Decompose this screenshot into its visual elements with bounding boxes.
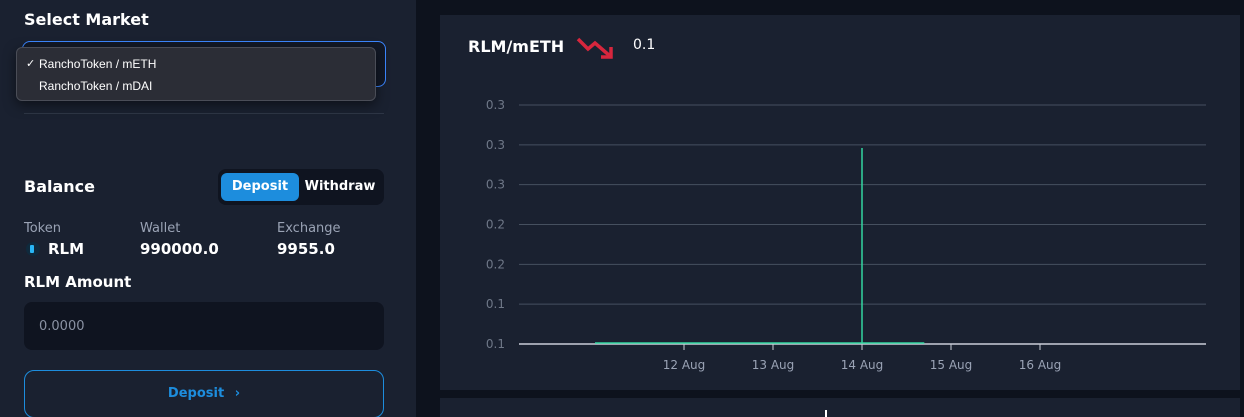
y-tick-label: 0.1: [486, 297, 505, 311]
pair-title: RLM/mETH: [468, 37, 565, 56]
scroll-indicator: [825, 410, 827, 417]
market-option-meth[interactable]: ✓ RanchoToken / mETH: [17, 54, 375, 74]
exchange-column-header: Exchange: [277, 221, 341, 236]
market-option-label: RanchoToken / mDAI: [39, 79, 153, 93]
left-panel: Select Market Balance Deposit Withdraw T…: [0, 0, 416, 417]
y-tick-label: 0.2: [486, 257, 505, 271]
deposit-button-label: Deposit: [167, 386, 225, 401]
select-market-title: Select Market: [24, 10, 149, 29]
current-price: 0.1: [633, 37, 656, 53]
token-column-header: Token: [24, 221, 61, 236]
y-tick-label: 0.3: [486, 178, 505, 192]
wallet-column-header: Wallet: [140, 221, 181, 236]
trend-down-icon: [576, 37, 613, 59]
y-tick-label: 0.3: [486, 98, 505, 112]
x-tick-label: 15 Aug: [930, 358, 973, 372]
market-option-label: RanchoToken / mETH: [39, 57, 157, 71]
price-chart: 0.3 0.3 0.3 0.2 0.2 0.1 0.1 12 Aug 13 Aug 14 Aug 1…: [486, 98, 1206, 372]
check-icon: ✓: [26, 58, 36, 70]
y-tick-label: 0.3: [486, 138, 505, 152]
price-chart-card: RLM/mETH 0.1 0.3 0.3 0.3 0.2 0.2 0.1 0.1 12 Aug…: [440, 15, 1240, 390]
deposit-tab[interactable]: Deposit: [221, 173, 299, 201]
chevron-right-icon: ›: [234, 386, 241, 401]
bottom-panel: [440, 398, 1240, 417]
withdraw-tab[interactable]: Withdraw: [304, 179, 376, 194]
market-option-mdai[interactable]: RanchoToken / mDAI: [17, 76, 375, 96]
y-tick-label: 0.2: [486, 218, 505, 232]
y-tick-label: 0.1: [486, 337, 505, 351]
x-tick-label: 13 Aug: [752, 358, 795, 372]
x-tick-label: 12 Aug: [663, 358, 706, 372]
deposit-button[interactable]: Deposit ›: [24, 370, 384, 417]
divider: [24, 113, 384, 114]
deposit-withdraw-toggle: Deposit Withdraw: [218, 169, 384, 205]
x-tick-label: 14 Aug: [841, 358, 884, 372]
balance-title: Balance: [24, 177, 95, 196]
price-series-line: [595, 148, 925, 344]
exchange-balance: 9955.0: [277, 240, 335, 258]
amount-label: RLM Amount: [24, 273, 132, 291]
market-dropdown-menu: ✓ RanchoToken / mETH RanchoToken / mDAI: [16, 47, 376, 101]
x-tick-label: 16 Aug: [1019, 358, 1062, 372]
wallet-balance: 990000.0: [140, 240, 219, 258]
amount-input[interactable]: [24, 302, 384, 350]
token-symbol: RLM: [48, 240, 85, 258]
rlm-token-icon: [26, 242, 40, 256]
